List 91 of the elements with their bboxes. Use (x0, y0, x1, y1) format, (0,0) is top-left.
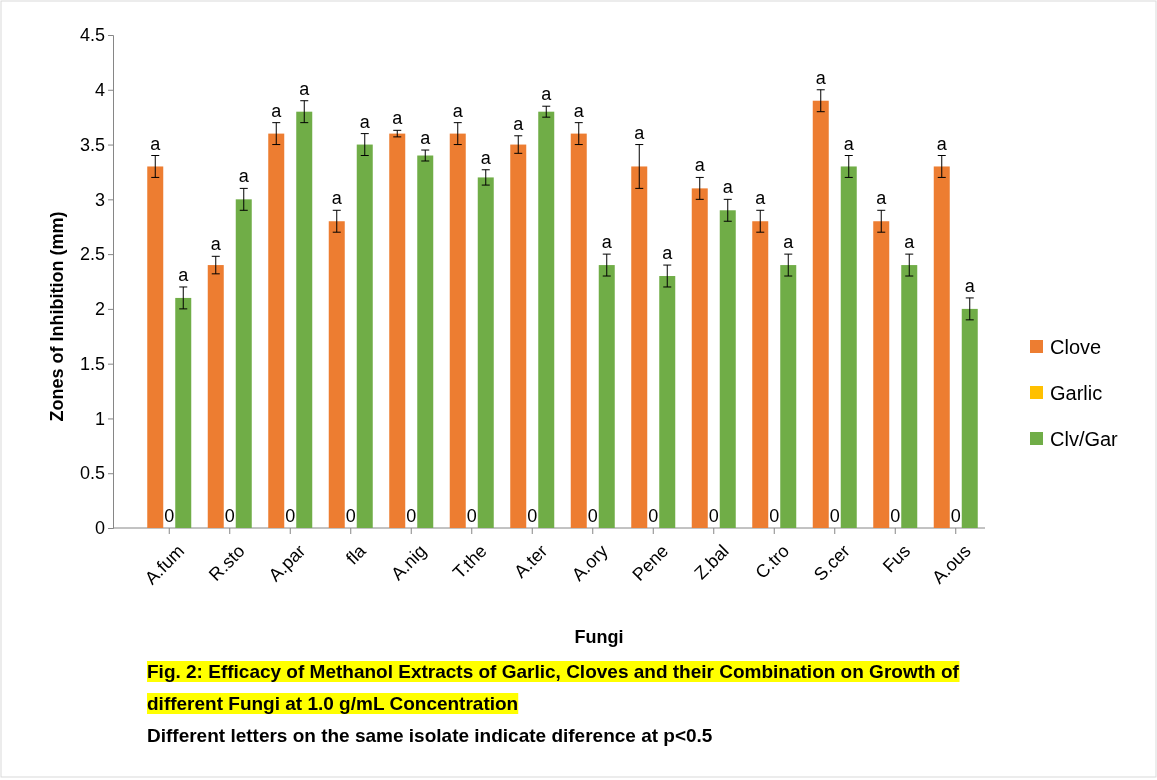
data-label: 0 (587, 506, 598, 526)
data-label: 0 (829, 506, 840, 526)
bar (449, 133, 466, 528)
bar (389, 133, 406, 528)
data-label: a (694, 155, 706, 176)
y-axis-title: Zones of Inhibition (mm) (47, 211, 67, 422)
data-label: a (904, 232, 916, 253)
bar (873, 221, 890, 528)
data-label: a (271, 100, 283, 121)
bar (812, 100, 829, 528)
caption: Fig. 2: Efficacy of Methanol Extracts of Garlic, Cloves and their Combination on Growth of different Fungi at 1.0 g/mL Concentration (147, 661, 960, 714)
y-tick-label: 0 (94, 518, 105, 539)
bar (235, 199, 252, 528)
x-tick-label: Fus (878, 540, 915, 577)
bar (538, 111, 555, 528)
y-tick-label: 4.5 (79, 25, 105, 46)
x-tick-label: T.the (449, 540, 491, 583)
bar (570, 133, 587, 528)
x-axis-title: Fungi (574, 627, 624, 647)
bar (659, 276, 676, 528)
bar (356, 144, 373, 528)
data-label: a (755, 188, 767, 209)
data-label: a (210, 234, 222, 255)
legend-label: Clv/Gar (1050, 428, 1119, 450)
data-label: a (299, 78, 311, 99)
data-label: a (480, 147, 492, 168)
bar (780, 265, 797, 528)
data-label: 0 (406, 506, 417, 526)
y-tick-label: 1 (94, 408, 105, 429)
bar (477, 177, 494, 528)
data-label: a (359, 111, 371, 132)
x-tick-label: fla (342, 540, 371, 569)
bar (328, 221, 345, 528)
data-label: a (964, 275, 976, 296)
data-label: 0 (648, 506, 659, 526)
data-label: a (392, 108, 404, 129)
bar (296, 111, 313, 528)
data-label: a (420, 128, 432, 149)
data-label: a (662, 243, 674, 264)
data-label: 0 (950, 506, 961, 526)
y-tick-label: 4 (94, 80, 105, 101)
data-label: 0 (345, 506, 356, 526)
bar (901, 265, 918, 528)
data-label: a (634, 122, 646, 143)
bar (417, 155, 434, 528)
data-label: 0 (285, 506, 296, 526)
bar (268, 133, 285, 528)
legend-label: Garlic (1050, 382, 1103, 404)
data-label: 0 (708, 506, 719, 526)
data-label: a (843, 133, 855, 154)
data-label: 0 (527, 506, 538, 526)
data-label: a (876, 188, 888, 209)
y-tick-label: 3 (94, 189, 105, 210)
data-label: a (452, 100, 464, 121)
data-label: a (178, 264, 190, 285)
bar (510, 144, 527, 528)
y-tick-label: 0.5 (79, 463, 105, 484)
data-label: 0 (769, 506, 780, 526)
bar (752, 221, 769, 528)
bar (147, 166, 164, 528)
x-tick-label: C.tro (751, 540, 794, 583)
bar (207, 265, 224, 528)
text: Different letters on the same isolate indicate diference at p<0.5 (147, 725, 713, 746)
data-label: a (541, 84, 553, 105)
bar (631, 166, 648, 528)
data-label: a (238, 166, 250, 187)
data-label: a (150, 133, 162, 154)
y-tick-label: 2.5 (79, 244, 105, 265)
bar (598, 265, 615, 528)
data-label: a (513, 113, 525, 134)
data-label: 0 (164, 506, 175, 526)
bar (719, 210, 736, 528)
data-label: 0 (466, 506, 477, 526)
bar (961, 308, 978, 528)
bar (840, 166, 857, 528)
data-label: a (331, 188, 343, 209)
data-label: a (815, 67, 827, 88)
data-label: 0 (890, 506, 901, 526)
data-label: 0 (224, 506, 235, 526)
bar (691, 188, 708, 528)
data-label: a (936, 133, 948, 154)
data-label: a (722, 177, 734, 198)
y-tick-label: 3.5 (79, 134, 105, 155)
bar (175, 297, 192, 528)
data-label: a (601, 232, 613, 253)
y-tick-label: 2 (94, 299, 105, 320)
data-label: a (783, 232, 795, 253)
bar (933, 166, 950, 528)
data-label: a (573, 100, 585, 121)
y-tick-label: 1.5 (79, 353, 105, 374)
legend-label: Clove (1050, 336, 1102, 358)
